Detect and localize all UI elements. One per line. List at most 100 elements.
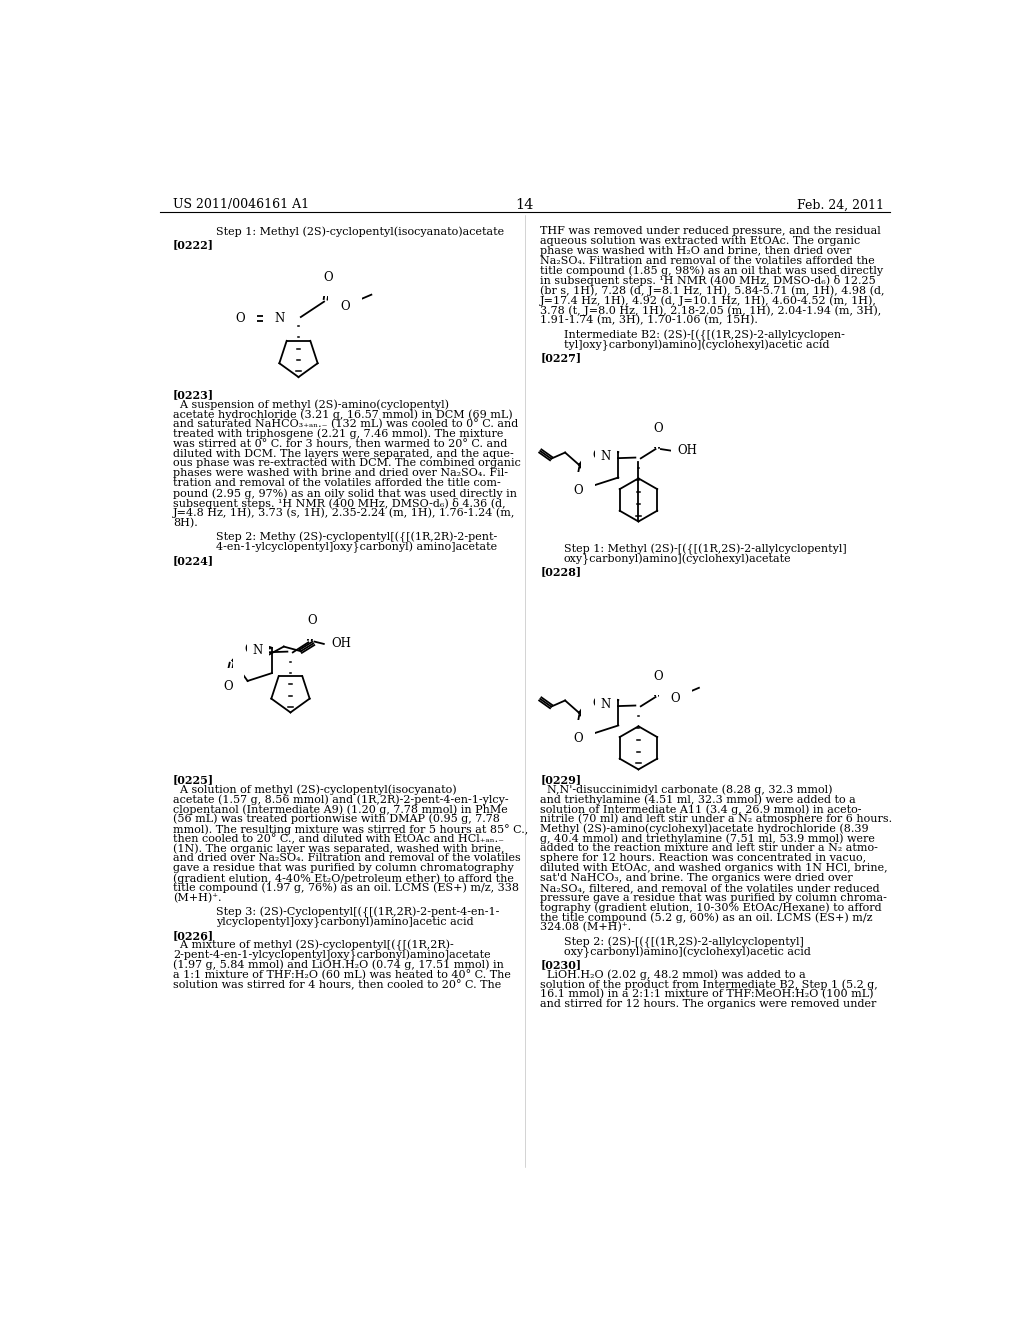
Text: and triethylamine (4.51 ml, 32.3 mmol) were added to a: and triethylamine (4.51 ml, 32.3 mmol) w… (541, 795, 856, 805)
Text: and saturated NaHCO₃₊ₐₙ.₋ (132 mL) was cooled to 0° C. and: and saturated NaHCO₃₊ₐₙ.₋ (132 mL) was c… (173, 418, 518, 429)
Text: [0229]: [0229] (541, 775, 582, 785)
Text: O: O (340, 300, 350, 313)
Text: diluted with EtOAc, and washed organics with 1N HCl, brine,: diluted with EtOAc, and washed organics … (541, 863, 888, 873)
Text: in subsequent steps. ¹H NMR (400 MHz, DMSO-d₆) δ 12.25: in subsequent steps. ¹H NMR (400 MHz, DM… (541, 276, 877, 286)
Text: O: O (324, 271, 333, 284)
Text: (56 mL) was treated portionwise with DMAP (0.95 g, 7.78: (56 mL) was treated portionwise with DMA… (173, 814, 500, 825)
Text: sphere for 12 hours. Reaction was concentrated in vacuo,: sphere for 12 hours. Reaction was concen… (541, 853, 866, 863)
Polygon shape (579, 453, 618, 466)
Text: a 1:1 mixture of THF:H₂O (60 mL) was heated to 40° C. The: a 1:1 mixture of THF:H₂O (60 mL) was hea… (173, 969, 511, 979)
Text: OH: OH (677, 444, 697, 457)
Text: ous phase was re-extracted with DCM. The combined organic: ous phase was re-extracted with DCM. The… (173, 458, 521, 469)
Text: oxy}carbonyl)amino](cyclohexyl)acetate: oxy}carbonyl)amino](cyclohexyl)acetate (563, 553, 792, 565)
Text: O: O (573, 484, 583, 498)
Text: [0224]: [0224] (173, 554, 214, 566)
Text: O: O (653, 669, 664, 682)
Text: Na₂SO₄, filtered, and removal of the volatiles under reduced: Na₂SO₄, filtered, and removal of the vol… (541, 883, 880, 892)
Text: [0227]: [0227] (541, 352, 582, 363)
Text: Step 1: Methyl (2S)-[({[(1R,2S)-2-allylcyclopentyl]: Step 1: Methyl (2S)-[({[(1R,2S)-2-allylc… (563, 544, 846, 554)
Text: 16.1 mmol) in a 2:1:1 mixture of THF:MeOH:H₂O (100 mL): 16.1 mmol) in a 2:1:1 mixture of THF:MeO… (541, 989, 873, 999)
Text: solution was stirred for 4 hours, then cooled to 20° C. The: solution was stirred for 4 hours, then c… (173, 979, 501, 990)
Text: 2-pent-4-en-1-ylcyclopentyl]oxy}carbonyl)amino]acetate: 2-pent-4-en-1-ylcyclopentyl]oxy}carbonyl… (173, 949, 490, 961)
Text: H: H (601, 693, 610, 701)
Text: subsequent steps. ¹H NMR (400 MHz, DMSO-d₆) δ 4.36 (d,: subsequent steps. ¹H NMR (400 MHz, DMSO-… (173, 498, 506, 508)
Text: acetate (1.57 g, 8.56 mmol) and (1R,2R)-2-pent-4-en-1-ylcy-: acetate (1.57 g, 8.56 mmol) and (1R,2R)-… (173, 795, 509, 805)
Text: 14: 14 (516, 198, 534, 213)
Text: Step 2: Methy (2S)-cyclopentyl[({[(1R,2R)-2-pent-: Step 2: Methy (2S)-cyclopentyl[({[(1R,2R… (216, 532, 497, 544)
Text: O: O (245, 643, 254, 656)
Text: acetate hydrochloride (3.21 g, 16.57 mmol) in DCM (69 mL): acetate hydrochloride (3.21 g, 16.57 mmo… (173, 409, 513, 420)
Text: diluted with DCM. The layers were separated, and the aque-: diluted with DCM. The layers were separa… (173, 449, 514, 458)
Text: tration and removal of the volatiles afforded the title com-: tration and removal of the volatiles aff… (173, 478, 501, 488)
Text: 1.91-1.74 (m, 3H), 1.70-1.06 (m, 15H).: 1.91-1.74 (m, 3H), 1.70-1.06 (m, 15H). (541, 315, 758, 325)
Text: phases were washed with brine and dried over Na₂SO₄. Fil-: phases were washed with brine and dried … (173, 469, 508, 478)
Text: aqueous solution was extracted with EtOAc. The organic: aqueous solution was extracted with EtOA… (541, 236, 860, 246)
Text: (1.97 g, 5.84 mmol) and LiOH.H₂O (0.74 g, 17.51 mmol) in: (1.97 g, 5.84 mmol) and LiOH.H₂O (0.74 g… (173, 960, 504, 970)
Text: LiOH.H₂O (2.02 g, 48.2 mmol) was added to a: LiOH.H₂O (2.02 g, 48.2 mmol) was added t… (541, 969, 806, 979)
Text: (M+H)⁺.: (M+H)⁺. (173, 892, 221, 903)
Text: g, 40.4 mmol) and triethylamine (7.51 ml, 53.9 mmol) were: g, 40.4 mmol) and triethylamine (7.51 ml… (541, 833, 876, 843)
Text: then cooled to 20° C., and diluted with EtOAc and HCl₊ₐₙ.₋: then cooled to 20° C., and diluted with … (173, 833, 504, 845)
Text: Step 1: Methyl (2S)-cyclopentyl(isocyanato)acetate: Step 1: Methyl (2S)-cyclopentyl(isocyana… (216, 226, 504, 236)
Text: pressure gave a residue that was purified by column chroma-: pressure gave a residue that was purifie… (541, 892, 887, 903)
Polygon shape (579, 700, 618, 714)
Polygon shape (232, 648, 272, 661)
Text: nitrile (70 ml) and left stir under a N₂ atmosphere for 6 hours.: nitrile (70 ml) and left stir under a N₂… (541, 814, 893, 825)
Text: O: O (573, 733, 583, 744)
Text: N: N (274, 312, 285, 325)
Text: OH: OH (332, 638, 351, 651)
Text: (1N). The organic layer was separated, washed with brine,: (1N). The organic layer was separated, w… (173, 843, 505, 854)
Text: title compound (1.97 g, 76%) as an oil. LCMS (ES+) m/z, 338: title compound (1.97 g, 76%) as an oil. … (173, 883, 519, 894)
Text: N: N (601, 698, 611, 711)
Text: Feb. 24, 2011: Feb. 24, 2011 (797, 198, 884, 211)
Text: A suspension of methyl (2S)-amino(cyclopentyl): A suspension of methyl (2S)-amino(cyclop… (173, 399, 449, 409)
Text: O: O (307, 614, 317, 627)
Text: was stirred at 0° C. for 3 hours, then warmed to 20° C. and: was stirred at 0° C. for 3 hours, then w… (173, 438, 507, 449)
Text: [0225]: [0225] (173, 775, 214, 785)
Text: oxy}carbonyl)amino](cyclohexyl)acetic acid: oxy}carbonyl)amino](cyclohexyl)acetic ac… (563, 946, 810, 958)
Text: solution of the product from Intermediate B2, Step 1 (5.2 g,: solution of the product from Intermediat… (541, 979, 878, 990)
Text: Intermediate B2: (2S)-[({[(1R,2S)-2-allylcyclopen-: Intermediate B2: (2S)-[({[(1R,2S)-2-ally… (563, 330, 845, 341)
Text: J=4.8 Hz, 1H), 3.73 (s, 1H), 2.35-2.24 (m, 1H), 1.76-1.24 (m,: J=4.8 Hz, 1H), 3.73 (s, 1H), 2.35-2.24 (… (173, 508, 515, 519)
Text: (br s, 1H), 7.28 (d, J=8.1 Hz, 1H), 5.84-5.71 (m, 1H), 4.98 (d,: (br s, 1H), 7.28 (d, J=8.1 Hz, 1H), 5.84… (541, 285, 885, 296)
Text: treated with triphosgene (2.21 g, 7.46 mmol). The mixture: treated with triphosgene (2.21 g, 7.46 m… (173, 429, 504, 440)
Text: sat'd NaHCO₃, and brine. The organics were dried over: sat'd NaHCO₃, and brine. The organics we… (541, 873, 853, 883)
Text: Na₂SO₄. Filtration and removal of the volatiles afforded the: Na₂SO₄. Filtration and removal of the vo… (541, 256, 876, 265)
Text: N: N (253, 644, 263, 657)
Text: O: O (236, 312, 245, 325)
Text: and stirred for 12 hours. The organics were removed under: and stirred for 12 hours. The organics w… (541, 999, 877, 1008)
Text: [0222]: [0222] (173, 239, 214, 249)
Text: O: O (653, 422, 664, 434)
Text: clopentanol (Intermediate A9) (1.20 g, 7.78 mmol) in PhMe: clopentanol (Intermediate A9) (1.20 g, 7… (173, 804, 508, 814)
Text: 4-en-1-ylcyclopentyl]oxy}carbonyl) amino]acetate: 4-en-1-ylcyclopentyl]oxy}carbonyl) amino… (216, 543, 497, 553)
Text: added to the reaction mixture and left stir under a N₂ atmo-: added to the reaction mixture and left s… (541, 843, 879, 854)
Text: (gradient elution, 4-40% Et₂O/petroleum ether) to afford the: (gradient elution, 4-40% Et₂O/petroleum … (173, 873, 514, 883)
Text: gave a residue that was purified by column chromatography: gave a residue that was purified by colu… (173, 863, 514, 873)
Text: J=17.4 Hz, 1H), 4.92 (d, J=10.1 Hz, 1H), 4.60-4.52 (m, 1H),: J=17.4 Hz, 1H), 4.92 (d, J=10.1 Hz, 1H),… (541, 296, 878, 306)
Text: the title compound (5.2 g, 60%) as an oil. LCMS (ES+) m/z: the title compound (5.2 g, 60%) as an oi… (541, 912, 872, 923)
Text: A solution of methyl (2S)-cyclopentyl(isocyanato): A solution of methyl (2S)-cyclopentyl(is… (173, 784, 457, 795)
Text: tography (gradient elution, 10-30% EtOAc/Hexane) to afford: tography (gradient elution, 10-30% EtOAc… (541, 903, 882, 913)
Text: [0230]: [0230] (541, 960, 582, 970)
Text: THF was removed under reduced pressure, and the residual: THF was removed under reduced pressure, … (541, 226, 881, 236)
Text: A mixture of methyl (2S)-cyclopentyl[({[(1R,2R)-: A mixture of methyl (2S)-cyclopentyl[({[… (173, 940, 454, 952)
Text: Step 3: (2S)-Cyclopentyl[({[(1R,2R)-2-pent-4-en-1-: Step 3: (2S)-Cyclopentyl[({[(1R,2R)-2-pe… (216, 907, 499, 919)
Text: [0226]: [0226] (173, 929, 214, 941)
Text: pound (2.95 g, 97%) as an oily solid that was used directly in: pound (2.95 g, 97%) as an oily solid tha… (173, 488, 517, 499)
Text: H: H (253, 639, 262, 648)
Text: tyl]oxy}carbonyl)amino](cyclohexyl)acetic acid: tyl]oxy}carbonyl)amino](cyclohexyl)aceti… (563, 339, 829, 351)
Text: 8H).: 8H). (173, 517, 198, 528)
Text: ylcyclopentyl]oxy}carbonyl)amino]acetic acid: ylcyclopentyl]oxy}carbonyl)amino]acetic … (216, 917, 473, 928)
Text: Step 2: (2S)-[({[(1R,2S)-2-allylcyclopentyl]: Step 2: (2S)-[({[(1R,2S)-2-allylcyclopen… (563, 937, 804, 948)
Text: phase was washed with H₂O and brine, then dried over: phase was washed with H₂O and brine, the… (541, 246, 852, 256)
Text: [0228]: [0228] (541, 566, 582, 577)
Text: solution of Intermediate A11 (3.4 g, 26.9 mmol) in aceto-: solution of Intermediate A11 (3.4 g, 26.… (541, 804, 862, 814)
Text: and dried over Na₂SO₄. Filtration and removal of the volatiles: and dried over Na₂SO₄. Filtration and re… (173, 853, 520, 863)
Text: O: O (593, 449, 602, 462)
Text: H: H (601, 445, 610, 454)
Text: US 2011/0046161 A1: US 2011/0046161 A1 (173, 198, 309, 211)
Text: N: N (601, 450, 611, 463)
Text: [0223]: [0223] (173, 389, 214, 400)
Text: 3.78 (t, J=8.0 Hz, 1H), 2.18-2.05 (m, 1H), 2.04-1.94 (m, 3H),: 3.78 (t, J=8.0 Hz, 1H), 2.18-2.05 (m, 1H… (541, 305, 882, 315)
Text: O: O (593, 697, 602, 710)
